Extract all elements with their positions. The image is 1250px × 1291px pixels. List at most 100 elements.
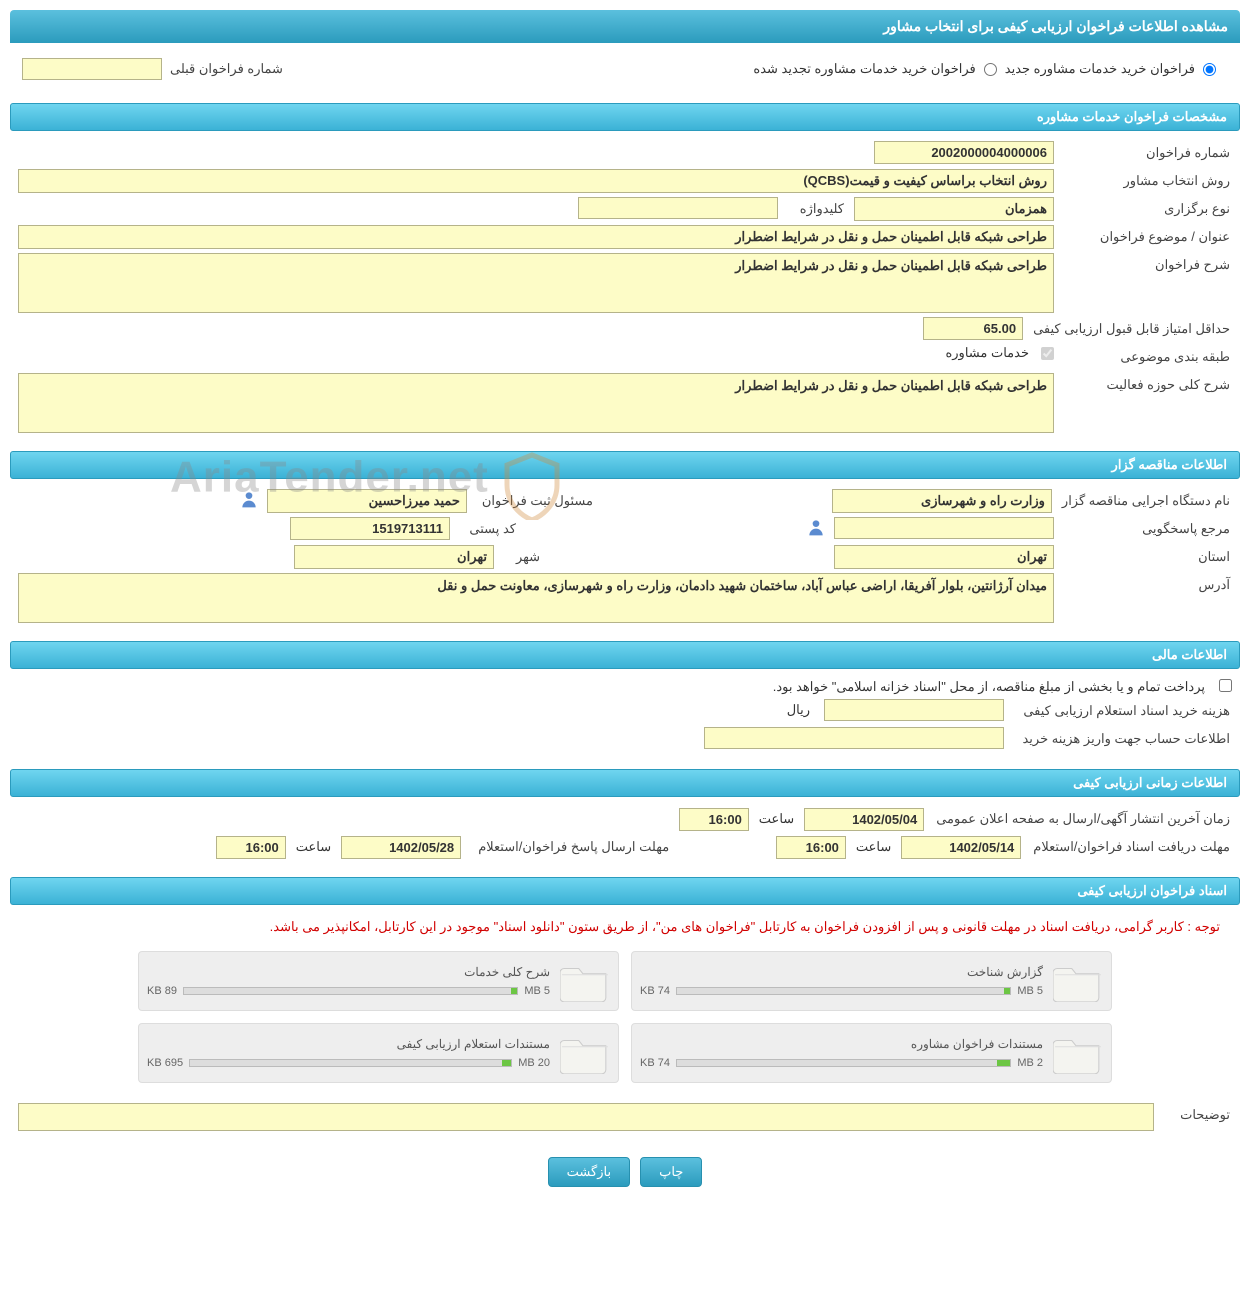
- subject-label: عنوان / موضوع فراخوان: [1062, 225, 1232, 249]
- subject-value: طراحی شبکه قابل اطمینان حمل و نقل در شرا…: [18, 225, 1054, 249]
- postal-label: کد پستی: [458, 517, 518, 541]
- previous-number-group: شماره فراخوان قبلی: [22, 57, 285, 81]
- progress-bar: [676, 987, 1011, 995]
- receive-time-label: ساعت: [856, 839, 891, 855]
- doc-used: 74 KB: [640, 1057, 670, 1069]
- radio-new-label: فراخوان خرید خدمات مشاوره جدید: [1005, 61, 1195, 77]
- previous-number-label: شماره فراخوان قبلی: [168, 57, 285, 81]
- publish-time: 16:00: [679, 808, 749, 831]
- docs-grid: گزارش شناخت 5 MB 74 KB شرح کلی خدمات 5 M…: [18, 943, 1232, 1091]
- section-timing-body: زمان آخرین انتشار آگهی/ارسال به صفحه اعل…: [10, 797, 1240, 869]
- keyword-value: [578, 197, 778, 219]
- doc-title: مستندات فراخوان مشاوره: [640, 1037, 1043, 1051]
- city-value: تهران: [294, 545, 494, 569]
- min-score-value: 65.00: [923, 317, 1023, 340]
- province-value: تهران: [834, 545, 1054, 569]
- holding-type-label: نوع برگزاری: [1062, 197, 1232, 221]
- radio-renewed-input[interactable]: [984, 63, 997, 76]
- method-value: روش انتخاب براساس کیفیت و قیمت(QCBS): [18, 169, 1054, 193]
- cost-label: هزینه خرید اسناد استعلام ارزیابی کیفی: [1012, 699, 1232, 723]
- back-button[interactable]: بازگشت: [548, 1157, 630, 1187]
- doc-title: شرح کلی خدمات: [147, 965, 550, 979]
- progress-bar: [189, 1059, 512, 1067]
- doc-total: 5 MB: [524, 985, 550, 997]
- registrar-value: حمید میرزاحسین: [267, 489, 467, 513]
- doc-used: 74 KB: [640, 985, 670, 997]
- top-options-row: فراخوان خرید خدمات مشاوره جدید فراخوان خ…: [10, 43, 1240, 95]
- user-icon: [239, 489, 259, 509]
- folder-icon: [560, 1032, 610, 1074]
- address-value: میدان آرژانتین، بلوار آفریقا، اراضی عباس…: [18, 573, 1054, 623]
- keyword-label: کلیدواژه: [786, 197, 846, 221]
- section-timing-header: اطلاعات زمانی ارزیابی کیفی: [10, 769, 1240, 797]
- call-number-label: شماره فراخوان: [1062, 141, 1232, 165]
- doc-info: مستندات فراخوان مشاوره 2 MB 74 KB: [640, 1037, 1043, 1069]
- doc-info: مستندات استعلام ارزیابی کیفی 20 MB 695 K…: [147, 1037, 550, 1069]
- radio-new-call[interactable]: فراخوان خرید خدمات مشاوره جدید: [1005, 61, 1216, 77]
- radio-new-input[interactable]: [1203, 63, 1216, 76]
- section-docs-header: اسناد فراخوان ارزیابی کیفی: [10, 877, 1240, 905]
- doc-title: مستندات استعلام ارزیابی کیفی: [147, 1037, 550, 1051]
- progress-bar: [183, 987, 518, 995]
- section-tenderer-body: نام دستگاه اجرایی مناقصه گزار وزارت راه …: [10, 479, 1240, 633]
- doc-card[interactable]: شرح کلی خدمات 5 MB 89 KB: [138, 951, 619, 1011]
- description-value: طراحی شبکه قابل اطمینان حمل و نقل در شرا…: [18, 253, 1054, 313]
- call-type-radio-group: فراخوان خرید خدمات مشاوره جدید فراخوان خ…: [285, 51, 1228, 87]
- progress-bar: [676, 1059, 1011, 1067]
- org-value: وزارت راه و شهرسازی: [832, 489, 1052, 513]
- doc-card[interactable]: مستندات استعلام ارزیابی کیفی 20 MB 695 K…: [138, 1023, 619, 1083]
- doc-info: شرح کلی خدمات 5 MB 89 KB: [147, 965, 550, 997]
- user-icon: [806, 517, 826, 537]
- activity-label: شرح کلی حوزه فعالیت: [1062, 373, 1232, 397]
- section-call-spec-header: مشخصات فراخوان خدمات مشاوره: [10, 103, 1240, 131]
- category-checkbox-row: خدمات مشاوره: [945, 345, 1054, 361]
- receive-date: 1402/05/14: [901, 836, 1021, 859]
- call-number-value: 2002000004000006: [874, 141, 1054, 164]
- receive-label: مهلت دریافت اسناد فراخوان/استعلام: [1031, 835, 1232, 859]
- action-button-row: چاپ بازگشت: [10, 1141, 1240, 1203]
- publish-label: زمان آخرین انتشار آگهی/ارسال به صفحه اعل…: [934, 807, 1232, 831]
- section-docs-body: توجه : کاربر گرامی، دریافت اسناد در مهلت…: [10, 905, 1240, 1141]
- holding-type-value: همزمان: [854, 197, 1054, 221]
- doc-total: 20 MB: [518, 1057, 550, 1069]
- doc-progress-row: 20 MB 695 KB: [147, 1057, 550, 1069]
- province-label: استان: [1062, 545, 1232, 569]
- city-label: شهر: [502, 545, 542, 569]
- notes-label: توضیحات: [1162, 1103, 1232, 1127]
- account-label: اطلاعات حساب جهت واریز هزینه خرید: [1012, 727, 1232, 751]
- page-container: مشاهده اطلاعات فراخوان ارزیابی کیفی برای…: [10, 10, 1240, 1203]
- category-checkbox: [1041, 347, 1054, 360]
- section-financial-body: پرداخت تمام و یا بخشی از مبلغ مناقصه، از…: [10, 669, 1240, 761]
- category-label: طبقه بندی موضوعی: [1062, 345, 1232, 369]
- doc-card[interactable]: گزارش شناخت 5 MB 74 KB: [631, 951, 1112, 1011]
- section-financial-header: اطلاعات مالی: [10, 641, 1240, 669]
- section-call-spec-body: شماره فراخوان 2002000004000006 روش انتخا…: [10, 131, 1240, 443]
- activity-value: طراحی شبکه قابل اطمینان حمل و نقل در شرا…: [18, 373, 1054, 433]
- currency-label: ریال: [781, 699, 816, 721]
- contact-label: مرجع پاسخگویی: [1062, 517, 1232, 541]
- radio-renewed-call[interactable]: فراخوان خرید خدمات مشاوره تجدید شده: [753, 61, 996, 77]
- doc-used: 695 KB: [147, 1057, 183, 1069]
- reply-time: 16:00: [216, 836, 286, 859]
- doc-card[interactable]: مستندات فراخوان مشاوره 2 MB 74 KB: [631, 1023, 1112, 1083]
- reply-time-label: ساعت: [296, 839, 331, 855]
- doc-total: 5 MB: [1017, 985, 1043, 997]
- registrar-label: مسئول ثبت فراخوان: [475, 489, 595, 513]
- method-label: روش انتخاب مشاور: [1062, 169, 1232, 193]
- address-label: آدرس: [1062, 573, 1232, 597]
- doc-title: گزارش شناخت: [640, 965, 1043, 979]
- publish-time-label: ساعت: [759, 811, 794, 827]
- doc-progress-row: 2 MB 74 KB: [640, 1057, 1043, 1069]
- doc-progress-row: 5 MB 89 KB: [147, 985, 550, 997]
- min-score-label: حداقل امتیاز قابل قبول ارزیابی کیفی: [1031, 317, 1232, 341]
- description-label: شرح فراخوان: [1062, 253, 1232, 277]
- print-button[interactable]: چاپ: [640, 1157, 702, 1187]
- section-tenderer-header: اطلاعات مناقصه گزار: [10, 451, 1240, 479]
- docs-notice: توجه : کاربر گرامی، دریافت اسناد در مهلت…: [18, 911, 1232, 943]
- account-value: [704, 727, 1004, 749]
- doc-total: 2 MB: [1017, 1057, 1043, 1069]
- radio-renewed-label: فراخوان خرید خدمات مشاوره تجدید شده: [753, 61, 975, 77]
- publish-date: 1402/05/04: [804, 808, 924, 831]
- doc-used: 89 KB: [147, 985, 177, 997]
- treasury-checkbox[interactable]: [1219, 679, 1232, 692]
